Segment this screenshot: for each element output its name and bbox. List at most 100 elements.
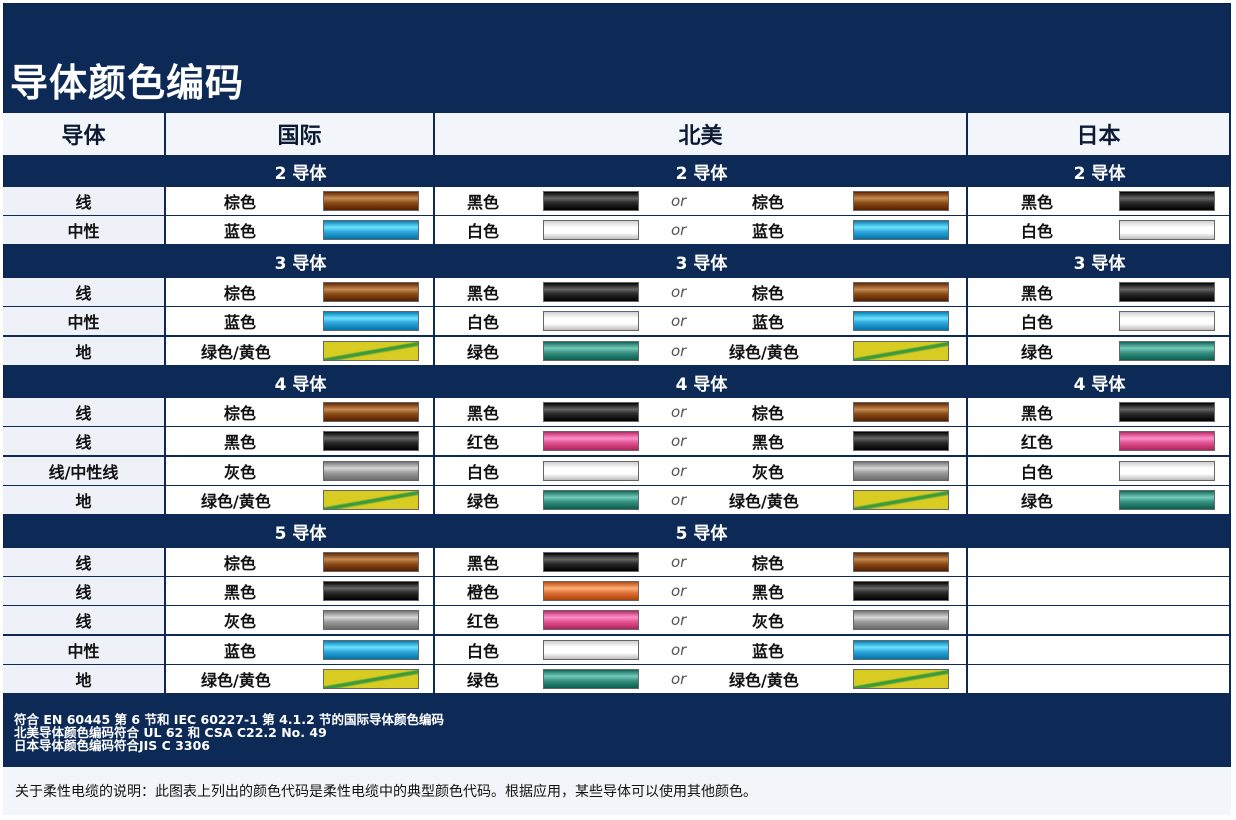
- standard-jp: 日本导体颜色编码符合JIS C 3306: [14, 738, 210, 753]
- color-label: 白色: [1021, 462, 1054, 482]
- color-swatch: [543, 490, 639, 511]
- color-swatch: [543, 610, 639, 631]
- color-label: 白色: [467, 222, 500, 242]
- color-swatch: [853, 639, 949, 660]
- table-row: 线 棕色 黑色 or 棕色 黑色: [3, 187, 1231, 215]
- international-cell: 绿色/黄色: [166, 665, 435, 694]
- color-swatch: [543, 669, 639, 690]
- conductor-name: 线: [3, 398, 166, 426]
- table-row: 地 绿色/黄色 绿色 or 绿色/黄色: [3, 665, 1231, 694]
- color-swatch: [853, 460, 949, 481]
- conductor-name: 线: [3, 187, 166, 215]
- color-label: 蓝色: [224, 641, 257, 661]
- color-swatch: [323, 460, 419, 481]
- color-label: 黑色: [224, 583, 257, 602]
- color-swatch: [853, 281, 949, 302]
- color-swatch: [853, 551, 949, 572]
- flexible-cable-text: 关于柔性电缆的说明：此图表上列出的颜色代码是柔性电缆中的典型颜色代码。根据应用，…: [15, 784, 757, 800]
- japan-cell: [968, 665, 1231, 694]
- color-label: 黑色: [1021, 283, 1054, 303]
- section-title-intl: 4 导体: [274, 374, 327, 395]
- color-label: 黑色: [1021, 404, 1054, 423]
- international-cell: 棕色: [166, 547, 435, 576]
- color-label: 绿色/黄色: [201, 342, 271, 362]
- color-swatch: [543, 581, 639, 601]
- north-america-cell: 白色 or 蓝色: [435, 216, 968, 245]
- or-label: or: [671, 552, 687, 571]
- color-label: 黑色: [224, 433, 257, 453]
- international-cell: 黑色: [166, 577, 435, 605]
- japan-cell: [968, 606, 1231, 635]
- color-swatch: [1119, 220, 1215, 241]
- color-swatch: [323, 220, 419, 241]
- color-label: 棕色: [224, 404, 257, 423]
- international-cell: 蓝色: [166, 307, 435, 336]
- conductor-name: 线: [3, 606, 166, 635]
- conductor-name: 线: [3, 277, 166, 306]
- color-swatch: [543, 551, 639, 572]
- or-label: or: [671, 312, 687, 331]
- north-america-cell: 橙色 or 黑色: [435, 577, 968, 605]
- north-america-cell: 白色 or 蓝色: [435, 307, 968, 336]
- color-label: 棕色: [224, 283, 257, 303]
- table-row: 地 绿色/黄色 绿色 or 绿色/黄色 绿色: [3, 336, 1231, 365]
- japan-cell: 黑色: [968, 398, 1231, 426]
- section-title-intl: 5 导体: [274, 524, 327, 545]
- standard-na: 北美导体颜色编码符合 UL 62 和 CSA C22.2 No. 49: [14, 725, 327, 740]
- international-cell: 蓝色: [166, 635, 435, 664]
- section-header-row: 5 导体 5 导体: [3, 516, 1231, 548]
- japan-cell: 绿色: [968, 336, 1231, 365]
- color-swatch: [323, 311, 419, 332]
- color-swatch: [853, 490, 949, 511]
- color-label: 棕色: [752, 553, 785, 573]
- color-swatch: [323, 402, 419, 422]
- color-swatch: [323, 191, 419, 211]
- conductor-name: 中性: [3, 307, 166, 336]
- color-label: 黑色: [467, 404, 500, 423]
- standard-intl: 符合 EN 60445 第 6 节和 IEC 60227-1 第 4.1.2 节…: [14, 712, 445, 727]
- color-swatch: [323, 551, 419, 572]
- japan-cell: [968, 635, 1231, 664]
- page-title: 导体颜色编码: [10, 61, 245, 105]
- japan-cell: 红色: [968, 427, 1231, 456]
- japan-cell: 白色: [968, 456, 1231, 485]
- color-swatch: [543, 220, 639, 241]
- japan-cell: 白色: [968, 216, 1231, 245]
- section-header-row: 4 导体 4 导体 4 导体: [3, 366, 1231, 398]
- header-international: 国际: [166, 113, 435, 155]
- japan-cell: 黑色: [968, 277, 1231, 306]
- section-title-na: 3 导体: [675, 254, 728, 275]
- table-row: 中性 蓝色 白色 or 蓝色 白色: [3, 216, 1231, 245]
- north-america-cell: 绿色 or 绿色/黄色: [435, 486, 968, 515]
- color-swatch: [1119, 431, 1215, 452]
- color-swatch: [1119, 340, 1215, 361]
- color-label: 蓝色: [752, 641, 785, 661]
- north-america-cell: 黑色 or 棕色: [435, 187, 968, 215]
- conductor-name: 地: [3, 486, 166, 515]
- color-swatch: [323, 581, 419, 601]
- color-swatch: [543, 639, 639, 660]
- conductor-name: 地: [3, 665, 166, 694]
- color-label: 棕色: [752, 193, 785, 212]
- color-label: 棕色: [224, 193, 257, 212]
- or-label: or: [671, 221, 687, 240]
- color-swatch: [853, 220, 949, 241]
- conductor-name: 线: [3, 547, 166, 576]
- color-label: 蓝色: [752, 313, 785, 333]
- color-label: 黑色: [752, 583, 785, 602]
- color-swatch: [543, 281, 639, 302]
- color-label: 棕色: [224, 553, 257, 573]
- color-swatch: [853, 311, 949, 332]
- color-swatch: [853, 610, 949, 631]
- section-title-na: 2 导体: [675, 163, 728, 184]
- color-label: 绿色/黄色: [201, 492, 271, 512]
- flexible-cable-note: 关于柔性电缆的说明：此图表上列出的颜色代码是柔性电缆中的典型颜色代码。根据应用，…: [3, 767, 1231, 815]
- color-label: 橙色: [467, 583, 500, 602]
- conductor-name: 线: [3, 427, 166, 456]
- standards-note: 符合 EN 60445 第 6 节和 IEC 60227-1 第 4.1.2 节…: [3, 700, 1231, 767]
- international-cell: 绿色/黄色: [166, 336, 435, 365]
- color-label: 红色: [1021, 433, 1054, 453]
- header-japan: 日本: [968, 113, 1231, 155]
- color-swatch: [1119, 460, 1215, 481]
- north-america-cell: 黑色 or 棕色: [435, 277, 968, 306]
